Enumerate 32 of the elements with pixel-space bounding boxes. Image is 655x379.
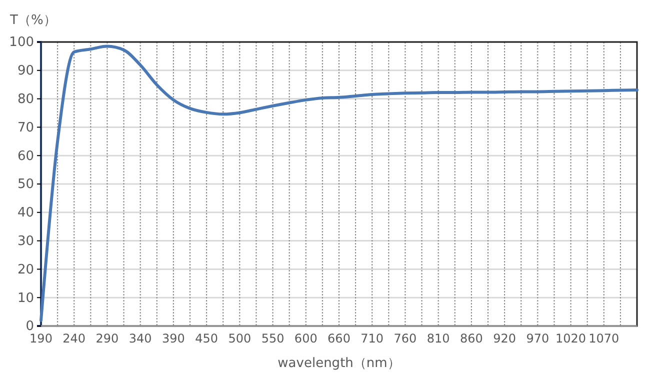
y-tick-label: 50 [17, 177, 34, 192]
x-tick-label: 390 [162, 332, 185, 346]
x-tick-label: 600 [294, 332, 318, 346]
y-tick-label: 70 [17, 120, 34, 136]
x-tick-label: 290 [96, 332, 119, 346]
y-tick-label: 90 [17, 64, 34, 79]
y-axis-title: T（%） [9, 13, 56, 28]
y-tick-label: 40 [17, 206, 34, 221]
x-tick-label: 860 [460, 332, 483, 346]
y-tick-label: 80 [17, 92, 34, 107]
y-tick-label: 60 [17, 148, 34, 164]
x-tick-label: 970 [526, 332, 550, 346]
y-tick-label: 100 [9, 35, 34, 50]
x-tick-label: 710 [360, 332, 384, 346]
x-tick-label: 920 [493, 332, 516, 346]
y-tick-label: 10 [17, 290, 34, 306]
line-series [40, 44, 638, 322]
y-tick-label: 20 [17, 262, 34, 278]
x-tick-label: 450 [195, 332, 218, 346]
x-tick-label: 550 [261, 332, 284, 346]
x-tick-label: 240 [62, 332, 86, 346]
x-tick-label: 190 [30, 332, 52, 346]
y-tick-label: 30 [17, 234, 34, 249]
x-axis-title: wavelength（nm） [278, 356, 400, 371]
x-tick-label: 500 [228, 332, 252, 346]
x-tick-label: 1020 [556, 332, 586, 346]
x-tick-label: 810 [426, 332, 450, 346]
x-tick-label: 1070 [588, 332, 620, 346]
y-tick-label: 0 [26, 319, 34, 334]
x-tick-label: 760 [394, 332, 417, 346]
x-tick-label: 340 [128, 332, 152, 346]
x-tick-label: 660 [328, 332, 350, 346]
